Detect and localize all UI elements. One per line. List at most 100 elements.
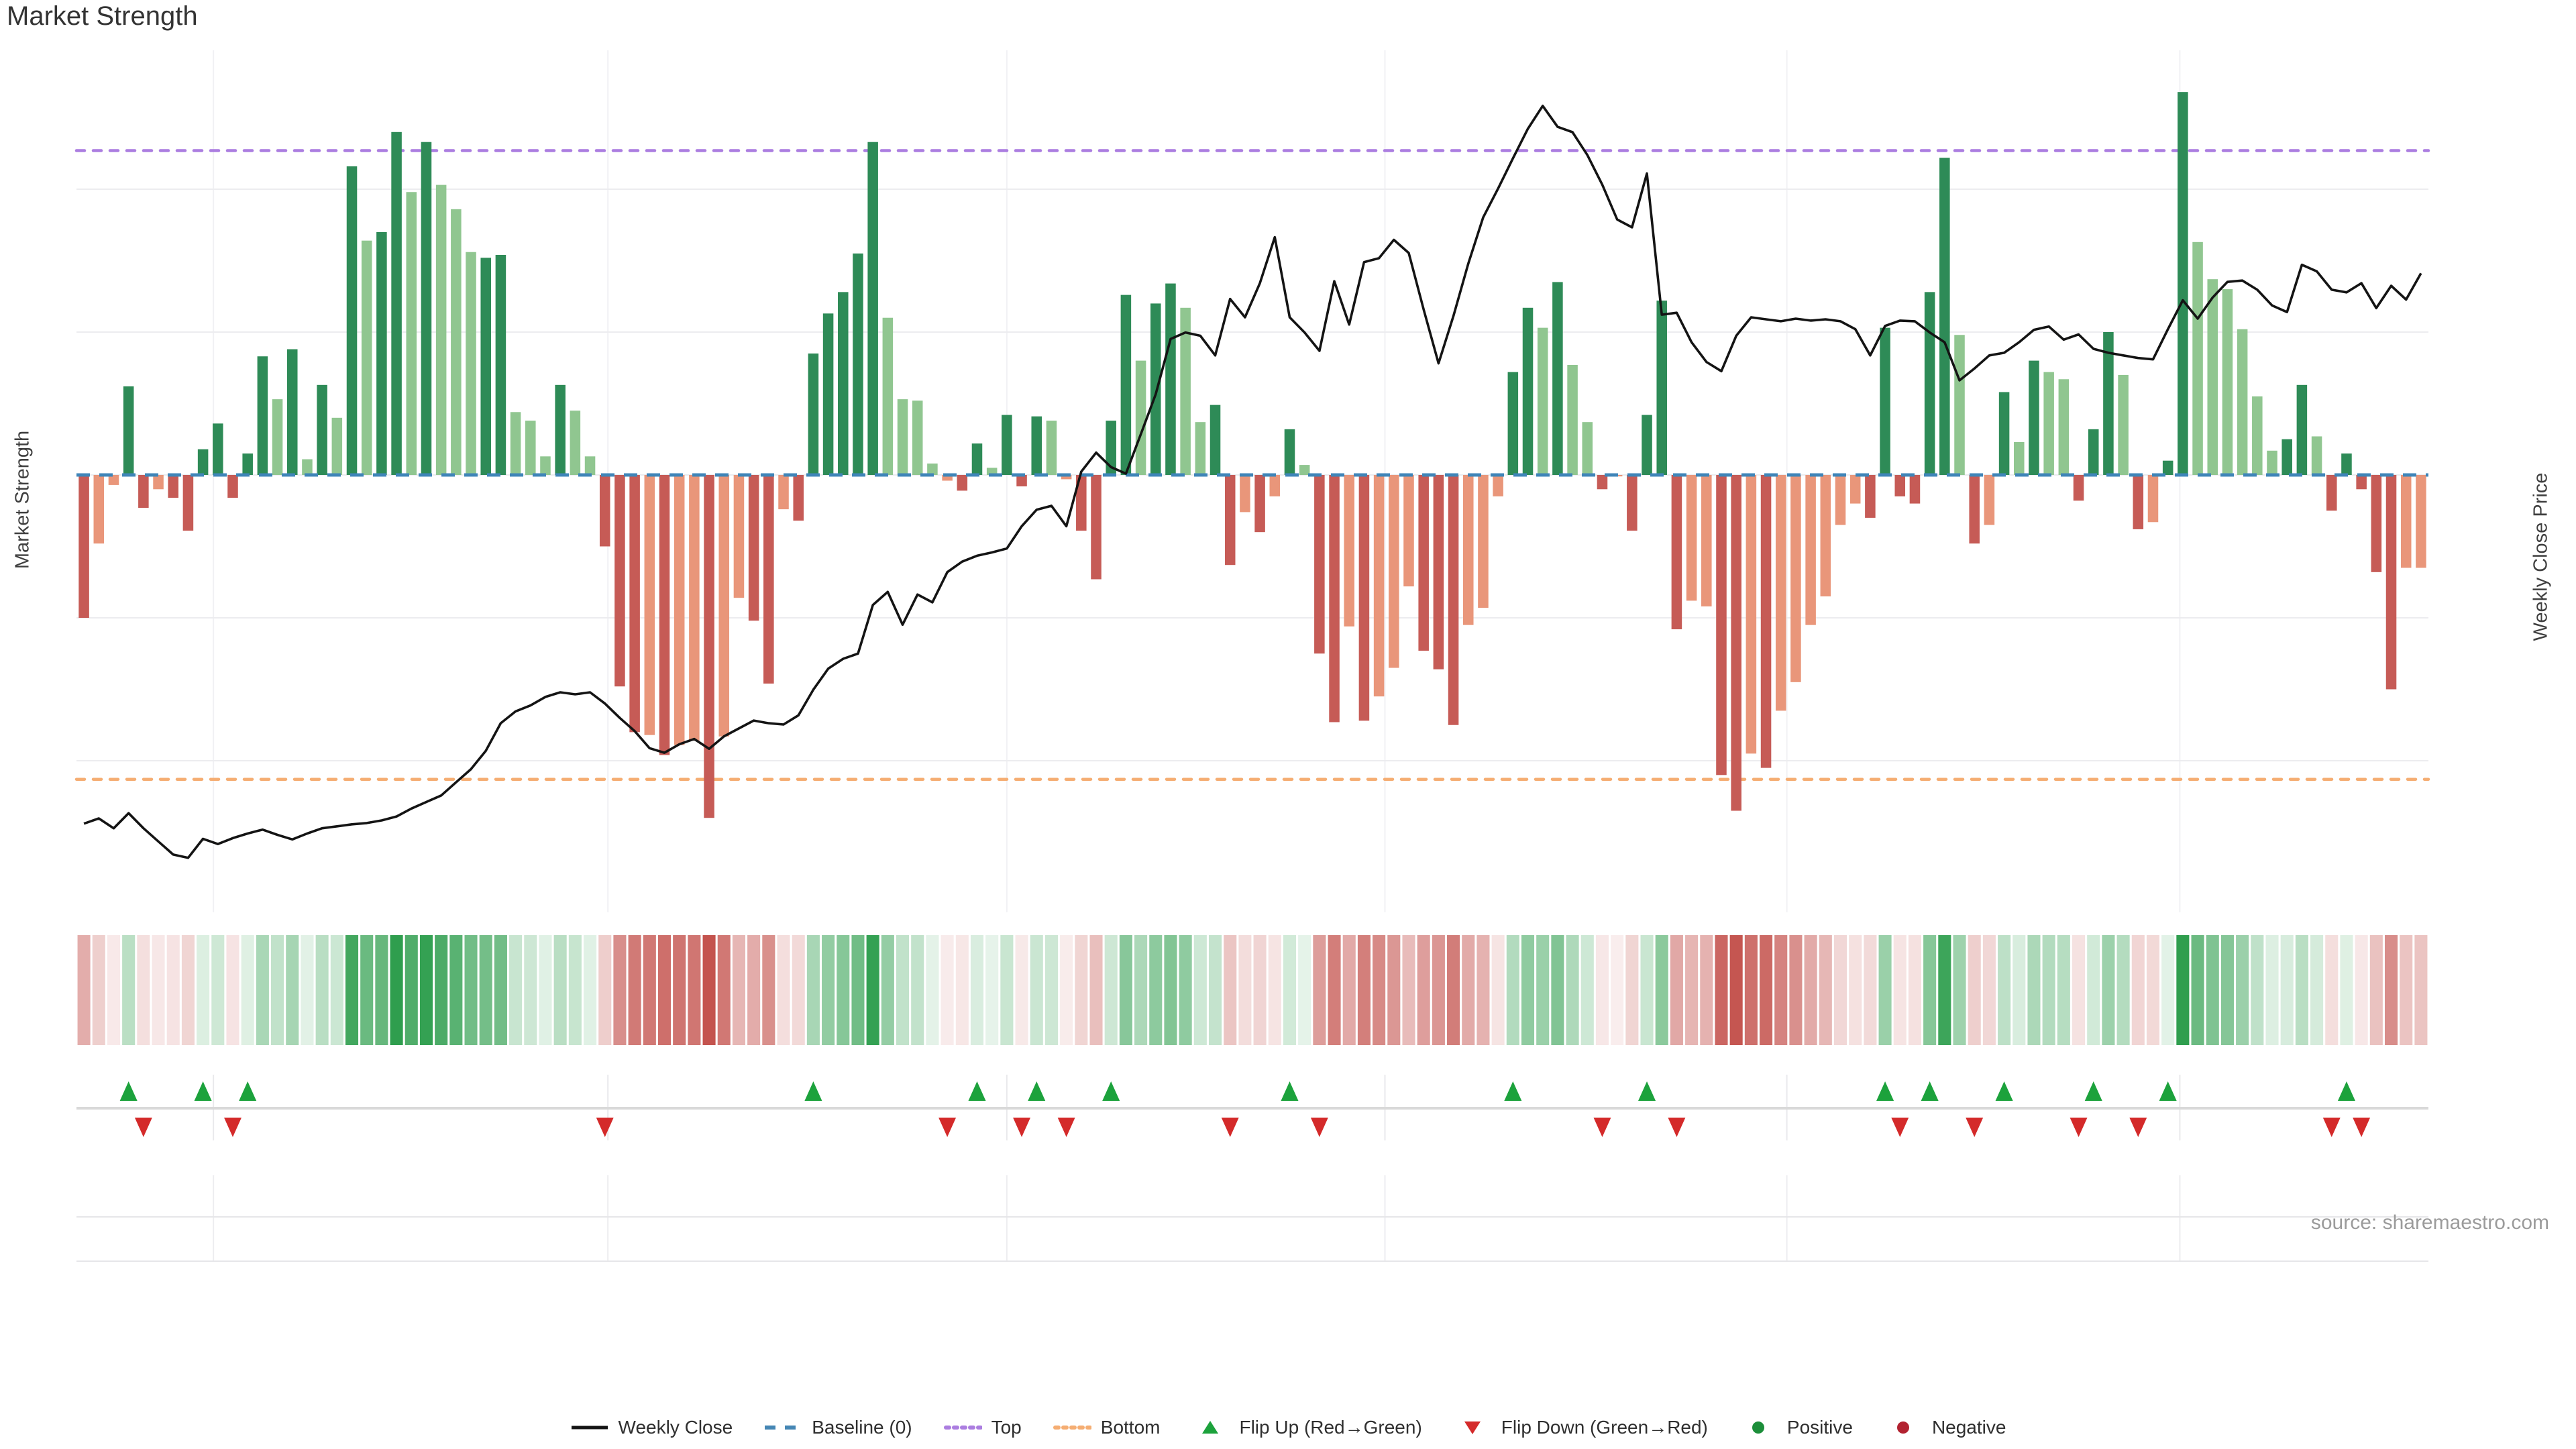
flip-up-marker [1102,1081,1120,1101]
heatmap-cell [792,935,805,1045]
negative-bar [2356,475,2367,490]
heatmap-cell [732,935,745,1045]
heatmap-cell [181,935,195,1045]
negative-bar [2133,475,2144,529]
negative-bar [2400,475,2412,568]
negative-bar [1254,475,1265,533]
flip-up-marker [1876,1081,1894,1101]
heatmap-cell [1700,935,1713,1045]
flip-up-marker [968,1081,986,1101]
heatmap-cell [1104,935,1118,1045]
positive-bar [406,192,417,475]
heatmap-cell [390,935,403,1045]
heatmap-cell [1625,935,1639,1045]
flip-up-marker [1638,1081,1656,1101]
legend-item: Negative [1884,1417,2006,1438]
heatmap-cell [1179,935,1192,1045]
heatmap-cell [2176,935,2190,1045]
positive-bar [897,399,908,475]
heatmap-cell [2220,935,2234,1045]
positive-bar [2088,429,2099,475]
heatmap-cell [911,935,924,1045]
heatmap-cell [1998,935,2011,1045]
negative-bar [763,475,774,684]
heatmap-cell [211,935,225,1045]
negative-bar [1849,475,1861,504]
negative-bar [1389,475,1399,668]
legend-item: Positive [1739,1417,1853,1438]
heatmap-cell [464,935,478,1045]
negative-bar [1686,475,1697,601]
heatmap-cell [1462,935,1475,1045]
negative-bar [227,475,238,498]
heatmap-cell [256,935,269,1045]
positive-bar [361,240,372,475]
legend-item: Flip Up (Red→Green) [1191,1417,1422,1438]
dashed-line-icon [763,1419,802,1436]
positive-bar [2162,460,2174,475]
negative-bar [1775,475,1786,711]
dot-icon [1884,1419,1923,1436]
positive-bar [1195,422,1206,475]
negative-bar [1909,475,1921,504]
legend-item-label: Negative [1931,1417,2006,1438]
positive-bar [570,411,581,475]
positive-bar [1284,429,1295,475]
positive-bar [971,443,983,475]
heatmap-cell [1060,935,1073,1045]
heatmap-cell [1685,935,1699,1045]
heatmap-cell [2206,935,2219,1045]
heatmap-cell [806,935,820,1045]
heatmap-cell [1760,935,1773,1045]
dot-icon [1739,1419,1778,1436]
legend-item: Top [943,1417,1022,1438]
dotted-line-icon [1053,1419,1091,1436]
heatmap-cell [1328,935,1341,1045]
legend-item-label: Positive [1786,1417,1853,1438]
heatmap-cell [92,935,105,1045]
legend-item-label: Flip Up (Red→Green) [1239,1417,1422,1438]
heatmap-cell [1878,935,1892,1045]
positive-bar [213,423,223,475]
negative-bar [1820,475,1831,597]
heatmap-cell [2012,935,2026,1045]
heatmap-cell [702,935,716,1045]
negative-bar [93,475,105,544]
positive-bar [1939,158,1950,475]
heatmap-cell [1819,935,1832,1045]
negative-bar [108,475,119,485]
negative-bar [1016,475,1027,487]
negative-bar [1894,475,1906,496]
negative-bar [629,475,640,733]
negative-bar [2147,475,2159,523]
flip-up-marker [804,1081,822,1101]
negative-bar [599,475,610,547]
heatmap-cell [345,935,359,1045]
negative-bar [1076,475,1087,531]
heatmap-cell [1640,935,1654,1045]
heatmap-cell [717,935,731,1045]
heatmap-cell [2087,935,2100,1045]
positive-bar [1537,327,1548,475]
heatmap-cell [2295,935,2308,1045]
heatmap-cell [1953,935,1966,1045]
heatmap-cell [1253,935,1267,1045]
positive-bar [1135,360,1146,475]
negative-bar [138,475,149,508]
triangle-up-icon [1191,1419,1230,1436]
heatmap-cell [1566,935,1579,1045]
y-axis-left-title: Market Strength [11,430,34,570]
positive-bar [540,456,551,475]
heatmap-cell [2325,935,2339,1045]
positive-bar [2043,372,2054,475]
heatmap-cell [598,935,612,1045]
flip-up-marker [1921,1081,1939,1101]
heatmap-cell [166,935,180,1045]
negative-bar [674,475,685,745]
heatmap-cell [866,935,879,1045]
heatmap-cell [1611,935,1624,1045]
positive-bar [1954,335,1965,475]
heatmap-cell [1283,935,1297,1045]
heatmap-cell [2146,935,2160,1045]
